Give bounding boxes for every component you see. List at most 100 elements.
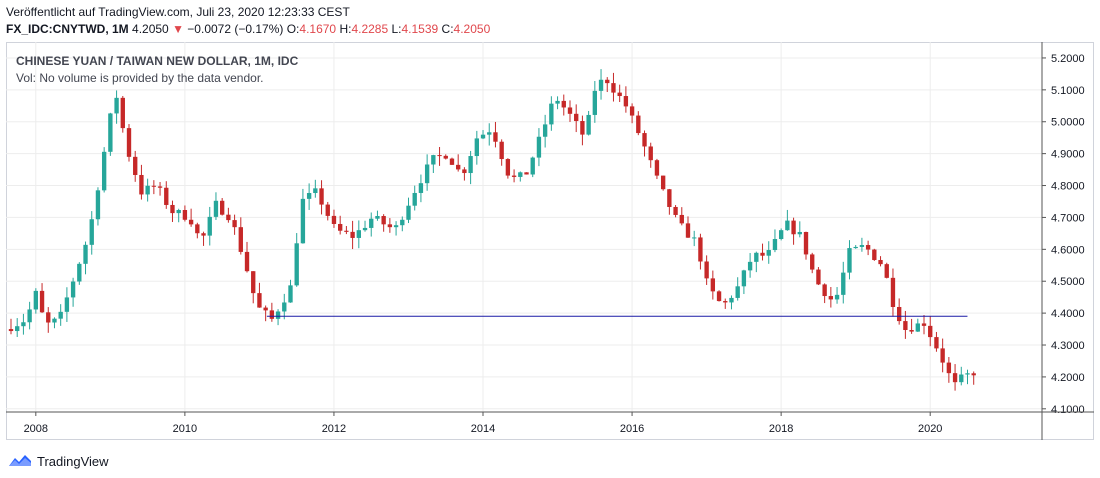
- candle: [735, 286, 740, 298]
- candle: [269, 310, 275, 319]
- candle: [791, 220, 796, 235]
- candle: [785, 220, 790, 231]
- candle: [313, 188, 318, 194]
- x-tick-label: 2008: [24, 423, 48, 435]
- candle: [108, 113, 113, 152]
- candle: [443, 155, 448, 159]
- candle: [232, 220, 237, 228]
- x-tick-label: 2018: [769, 423, 793, 435]
- candle: [350, 231, 355, 238]
- candle: [21, 322, 26, 327]
- y-tick-label: 5.1000: [1051, 85, 1085, 97]
- open-value: 4.1670: [299, 22, 337, 36]
- candle: [878, 259, 883, 265]
- candle: [729, 297, 734, 303]
- candle: [673, 206, 678, 215]
- candle: [226, 214, 231, 221]
- candle: [300, 198, 306, 244]
- candle: [456, 164, 461, 170]
- chart-area[interactable]: 4.1000 4.2000 4.3000 4.4000 4.5000 4.6000 4.70…: [6, 42, 1094, 440]
- candle: [642, 133, 647, 147]
- candle: [928, 325, 933, 338]
- published-note: Veröffentlicht auf TradingView.com, Juli…: [6, 5, 350, 19]
- candle: [95, 190, 101, 220]
- candle: [567, 107, 573, 114]
- candle: [704, 261, 709, 279]
- close-value: 4.2050: [453, 22, 491, 36]
- candle: [766, 250, 771, 256]
- candle: [555, 100, 560, 104]
- candle: [64, 297, 70, 312]
- candle: [151, 185, 157, 187]
- candle: [580, 121, 585, 135]
- candle: [418, 183, 424, 193]
- candle: [698, 237, 703, 262]
- candle: [251, 271, 256, 294]
- candle: [803, 231, 809, 255]
- candle: [412, 192, 417, 206]
- candle: [865, 245, 871, 250]
- candle: [841, 272, 846, 295]
- candle: [431, 155, 436, 165]
- candle: [524, 172, 529, 175]
- candle: [778, 230, 784, 240]
- candle: [344, 230, 349, 232]
- candle: [157, 186, 163, 188]
- candle: [959, 374, 964, 383]
- candle: [511, 175, 517, 177]
- candle: [369, 218, 374, 228]
- candle: [859, 245, 865, 247]
- x-tick-label: 2014: [471, 423, 495, 435]
- y-tick-label: 5.0000: [1051, 117, 1085, 129]
- candle: [940, 348, 945, 363]
- volume-note: Vol: No volume is provided by the data v…: [16, 71, 264, 85]
- low-label: L:: [391, 22, 402, 36]
- candle: [518, 172, 523, 177]
- candle: [213, 200, 219, 217]
- candle: [965, 373, 970, 375]
- x-tick-label: 2012: [322, 423, 346, 435]
- y-tick-label: 4.7000: [1051, 212, 1085, 224]
- candle: [542, 124, 548, 137]
- candle: [474, 138, 479, 157]
- candle: [499, 141, 504, 160]
- candle: [114, 97, 119, 114]
- candle: [8, 329, 14, 332]
- footer: TradingView: [8, 452, 109, 470]
- chart-title: CHINESE YUAN / TAIWAN NEW DOLLAR, 1M, ID…: [16, 54, 299, 68]
- candle: [617, 92, 622, 97]
- y-tick-label: 4.8000: [1051, 181, 1085, 193]
- candle: [176, 209, 181, 214]
- candle: [27, 309, 32, 323]
- x-tick-label: 2016: [620, 423, 644, 435]
- last-price: 4.2050: [132, 22, 169, 36]
- candle: [747, 261, 753, 271]
- candle: [468, 156, 473, 174]
- candle: [828, 296, 834, 300]
- candle: [890, 277, 896, 307]
- candle: [282, 302, 287, 312]
- symbol: FX_IDC:CNYTWD, 1M: [6, 22, 129, 36]
- candle: [170, 204, 175, 214]
- candle: [83, 244, 88, 264]
- candle: [896, 306, 902, 322]
- candle: [903, 321, 908, 330]
- candle: [853, 246, 858, 249]
- candlestick-chart[interactable]: 4.1000 4.2000 4.3000 4.4000 4.5000 4.6000 4.70…: [6, 42, 1094, 440]
- candle: [207, 216, 212, 236]
- x-tick-label: 2020: [918, 423, 942, 435]
- candle: [139, 174, 144, 195]
- candle: [238, 227, 243, 252]
- y-tick-label: 4.4000: [1051, 308, 1085, 320]
- close-label: C:: [441, 22, 454, 36]
- candle: [909, 329, 914, 332]
- candle: [692, 237, 697, 239]
- candle: [822, 284, 827, 297]
- candle: [586, 114, 591, 135]
- candle: [872, 249, 877, 260]
- candle: [847, 248, 852, 273]
- candle: [424, 164, 430, 184]
- price-change: −0.0072 (−0.17%): [187, 22, 284, 36]
- candle: [915, 323, 920, 332]
- candle: [636, 115, 641, 134]
